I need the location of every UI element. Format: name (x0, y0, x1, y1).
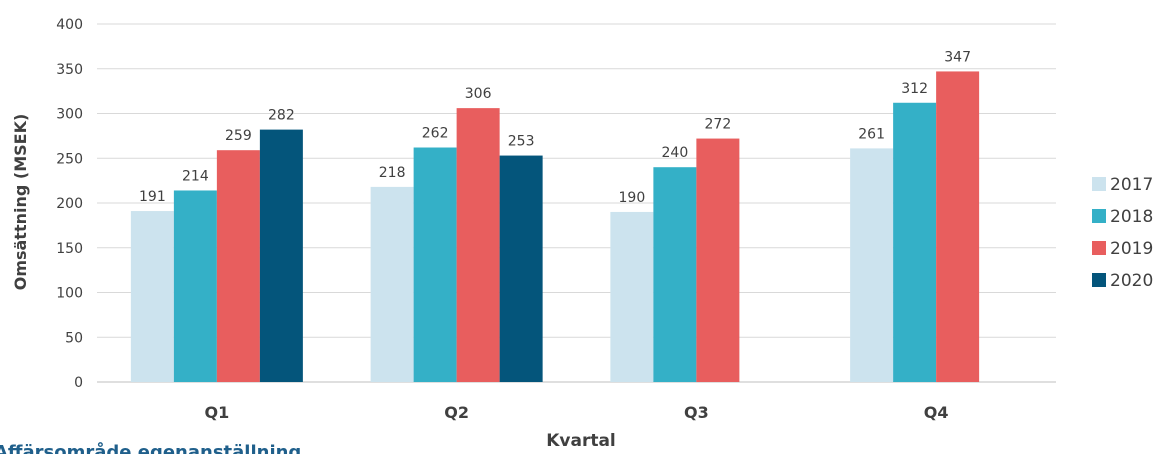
category-label-q1: Q1 (205, 403, 230, 422)
data-label: 240 (662, 145, 689, 161)
caption: Affärsområde egenanställning (0, 441, 301, 454)
bar-q4-2018 (893, 102, 937, 382)
y-axis-title: Omsättning (MSEK) (11, 114, 30, 291)
data-label: 262 (422, 126, 449, 142)
bar-q1-2017 (130, 211, 174, 382)
y-tick-label: 400 (56, 17, 83, 33)
legend-swatch-2017 (1092, 177, 1106, 191)
y-tick-label: 0 (74, 375, 83, 391)
legend-swatch-2020 (1092, 273, 1106, 287)
y-tick-label: 150 (56, 241, 83, 257)
bar-q2-2018 (413, 147, 457, 382)
data-label: 282 (268, 108, 295, 124)
bar-q2-2019 (456, 108, 500, 382)
bar-q3-2019 (696, 138, 740, 382)
data-label: 306 (465, 86, 492, 102)
legend-swatch-2019 (1092, 241, 1106, 255)
data-label: 272 (705, 117, 732, 133)
data-label: 312 (901, 81, 928, 97)
bars (130, 71, 980, 382)
data-label: 253 (508, 134, 535, 150)
y-tick-label: 350 (56, 62, 83, 78)
category-label-q4: Q4 (924, 403, 949, 422)
legend-label-2018: 2018 (1110, 207, 1153, 227)
bar-q2-2020 (499, 155, 543, 382)
bar-q1-2020 (259, 129, 303, 382)
data-label: 259 (225, 128, 252, 144)
bar-q3-2017 (610, 211, 654, 382)
bar-q1-2018 (173, 190, 217, 382)
data-labels: 191 214 259 282 218 262 306 253 190 240 272 261 312 3… (139, 49, 971, 206)
data-label: 214 (182, 168, 209, 184)
x-axis-categories: Q1 Q2 Q3 Q4 (205, 403, 949, 422)
y-tick-label: 250 (56, 151, 83, 167)
y-tick-label: 200 (56, 196, 83, 212)
bar-q2-2017 (370, 186, 414, 382)
bar-q1-2019 (216, 150, 260, 382)
legend-label-2020: 2020 (1110, 271, 1153, 291)
legend-label-2017: 2017 (1110, 175, 1153, 195)
legend-swatch-2018 (1092, 209, 1106, 223)
y-axis-ticks: 0 50 100 150 200 250 300 350 400 (56, 17, 83, 391)
data-label: 347 (944, 49, 971, 65)
y-tick-label: 300 (56, 107, 83, 123)
y-tick-label: 100 (56, 286, 83, 302)
data-label: 191 (139, 189, 166, 205)
data-label: 261 (858, 126, 885, 142)
y-tick-label: 50 (65, 330, 83, 346)
bar-q3-2018 (653, 167, 697, 382)
x-axis-title: Kvartal (546, 431, 616, 451)
category-label-q2: Q2 (444, 403, 469, 422)
data-label: 190 (619, 190, 646, 206)
legend: 2017 2018 2019 2020 (1092, 175, 1153, 291)
legend-label-2019: 2019 (1110, 239, 1153, 259)
bar-q4-2017 (850, 148, 894, 382)
bar-q4-2019 (936, 71, 980, 382)
category-label-q3: Q3 (684, 403, 709, 422)
data-label: 218 (379, 165, 406, 181)
